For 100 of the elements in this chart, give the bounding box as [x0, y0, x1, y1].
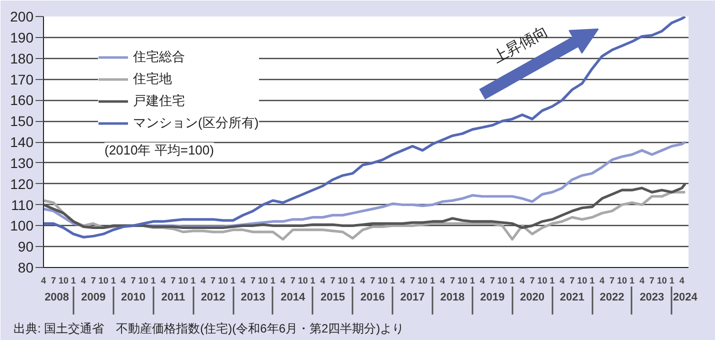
x2-tick-label: 2012	[200, 292, 226, 304]
x-tick-label: 4	[639, 276, 644, 286]
x-tick-label: 7	[250, 276, 256, 286]
y-tick-label: 80	[18, 260, 34, 276]
x-tick-label: 4	[480, 276, 485, 286]
x-tick-label: 7	[570, 276, 575, 286]
x-tick-label: 7	[50, 276, 56, 286]
x-tick-label: 4	[160, 276, 166, 286]
legend-label: 住宅総合	[133, 48, 185, 66]
annotation: 上昇傾向	[490, 23, 551, 67]
x-tick-label: 10	[656, 276, 667, 286]
y-tick-label: 110	[11, 196, 34, 213]
x2-tick-label: 2011	[161, 292, 186, 304]
y-tick-label: 140	[10, 134, 34, 150]
x-tick-label: 7	[170, 276, 176, 286]
x-tick-label: 1	[510, 276, 515, 286]
x-tick-label: 10	[218, 276, 228, 286]
x-tick-label: 1	[550, 276, 555, 286]
y-tick-label: 100	[10, 218, 34, 234]
x-tick-label: 10	[178, 276, 188, 286]
x-tick-label: 1	[70, 276, 76, 286]
x2-tick-label: 2023	[640, 292, 664, 304]
x-tick-label: 7	[210, 276, 216, 286]
y-tick-label: 170	[10, 71, 34, 88]
x2-tick-label: 2010	[121, 292, 146, 304]
y-tick-label: 120	[10, 176, 34, 192]
x-tick-label: 10	[617, 276, 628, 286]
x-tick-label: 1	[230, 276, 236, 286]
y-tick-label: 160	[10, 92, 34, 108]
x-tick-label: 7	[649, 276, 654, 286]
x-tick-label: 7	[530, 276, 535, 286]
x-tick-label: 10	[457, 276, 468, 286]
x-tick-label: 4	[440, 276, 445, 286]
x2-tick-label: 2009	[81, 292, 106, 304]
y-tick-label: 150	[10, 113, 34, 130]
x2-tick-label: 2020	[520, 292, 544, 304]
annotation: (2010年 平均=100)	[104, 142, 214, 158]
x-tick-label: 10	[537, 276, 548, 286]
x-tick-label: 4	[520, 276, 525, 286]
x-tick-label: 1	[150, 276, 156, 286]
x2-tick-label: 2015	[320, 292, 345, 304]
x-tick-label: 10	[577, 276, 588, 286]
y-tick-label: 200	[10, 8, 34, 24]
x2-tick-label: 2021	[560, 292, 584, 304]
x-tick-label: 1	[350, 276, 356, 286]
x-tick-label: 7	[610, 276, 615, 286]
line-series	[44, 16, 686, 238]
x-tick-label: 10	[418, 276, 428, 286]
x-tick-label: 10	[138, 276, 148, 286]
x-tick-label: 1	[470, 276, 475, 286]
x2-tick-label: 2024	[672, 292, 698, 304]
x-tick-label: 4	[200, 276, 206, 286]
y-tick-label: 180	[10, 50, 34, 66]
x-tick-label: 1	[310, 276, 316, 286]
source-note: 出典: 国土交通省 不動産価格指数(住宅)(令和6年6月・第2四半期分)より	[14, 322, 404, 336]
x-tick-label: 1	[110, 276, 116, 286]
y-tick-label: 90	[18, 238, 34, 255]
x2-tick-label: 2018	[440, 292, 465, 304]
x-tick-label: 7	[410, 276, 416, 286]
x2-tick-label: 2008	[44, 292, 70, 304]
x-tick-label: 7	[330, 276, 336, 286]
x-tick-label: 10	[378, 276, 388, 286]
x-tick-label: 4	[400, 276, 406, 286]
x-tick-label: 4	[320, 276, 326, 286]
x-tick-label: 4	[560, 276, 565, 286]
y-tick-label: 190	[10, 29, 34, 46]
x-tick-label: 7	[290, 276, 296, 286]
x-tick-label: 4	[600, 276, 605, 286]
x-tick-label: 1	[430, 276, 436, 286]
x-tick-label: 4	[120, 276, 126, 286]
x-tick-label: 4	[240, 276, 246, 286]
x2-tick-label: 2017	[400, 292, 425, 304]
x2-tick-label: 2014	[280, 292, 306, 304]
legend-label: 住宅地	[133, 70, 172, 88]
x-tick-label: 7	[90, 276, 96, 286]
x-tick-label: 1	[669, 276, 674, 286]
x-tick-label: 10	[338, 276, 348, 286]
x2-tick-label: 2016	[360, 292, 385, 304]
legend-label: 戸建住宅	[133, 92, 185, 110]
x-tick-label: 1	[629, 276, 634, 286]
x-tick-label: 7	[130, 276, 136, 286]
x-tick-label: 10	[497, 276, 508, 286]
x-tick-label: 1	[270, 276, 276, 286]
x-tick-label: 4	[360, 276, 366, 286]
x-tick-label: 10	[258, 276, 268, 286]
x-tick-label: 10	[98, 276, 108, 286]
x2-tick-label: 2013	[240, 292, 266, 304]
x-tick-label: 7	[490, 276, 495, 286]
x-tick-label: 10	[298, 276, 308, 286]
x-tick-label: 4	[80, 276, 86, 286]
legend-label: マンション(区分所有)	[133, 114, 259, 132]
x-tick-label: 7	[450, 276, 455, 286]
y-tick-label: 130	[10, 154, 34, 171]
x-tick-label: 1	[590, 276, 595, 286]
x-tick-label: 1	[190, 276, 196, 286]
x2-tick-label: 2022	[600, 292, 624, 304]
x2-tick-label: 2019	[480, 292, 505, 304]
x-tick-label: 4	[679, 276, 684, 286]
x-tick-label: 1	[390, 276, 396, 286]
x-tick-label: 4	[40, 276, 46, 286]
